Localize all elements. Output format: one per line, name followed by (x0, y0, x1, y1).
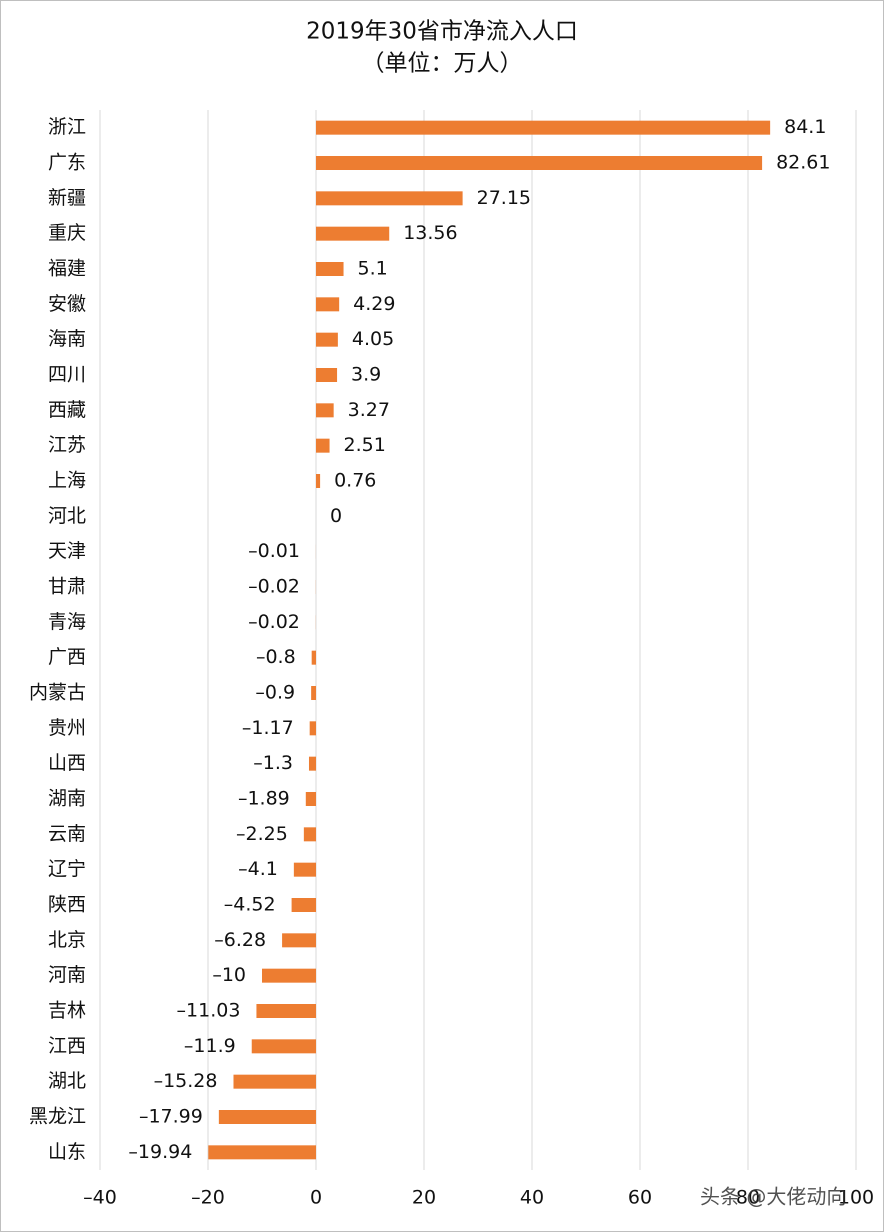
chart-title: 2019年30省市净流入人口 (306, 19, 578, 45)
y-tick-label: 浙江 (48, 116, 86, 138)
value-label: –1.17 (242, 717, 294, 739)
value-label: –6.28 (214, 929, 266, 951)
value-label: 84.1 (784, 116, 826, 138)
bar (208, 1145, 316, 1160)
y-tick-label: 福建 (48, 258, 86, 280)
bar (316, 226, 390, 241)
y-tick-label: 河北 (48, 505, 86, 527)
bar (316, 297, 340, 312)
y-tick-label: 云南 (48, 823, 86, 845)
y-tick-label: 吉林 (48, 1000, 86, 1022)
value-label: 4.05 (352, 328, 394, 350)
bar (291, 898, 316, 912)
value-label: –4.1 (238, 858, 278, 880)
y-tick-label: 新疆 (48, 187, 86, 209)
y-tick-label: 四川 (48, 364, 86, 386)
value-label: –17.99 (139, 1106, 203, 1128)
y-tick-label: 广西 (48, 646, 86, 668)
y-tick-label: 河南 (48, 964, 86, 986)
bar (256, 1004, 316, 1018)
y-tick-label: 西藏 (48, 399, 86, 421)
value-label: 2.51 (344, 434, 386, 456)
y-tick-label: 海南 (48, 328, 86, 350)
bar (316, 474, 321, 488)
bar (316, 332, 338, 347)
value-label: –10 (212, 964, 246, 986)
bar (316, 191, 463, 206)
value-label: –11.03 (177, 1000, 241, 1022)
value-label: 4.29 (353, 293, 395, 315)
bar (262, 968, 316, 983)
x-tick-label: 0 (310, 1187, 322, 1209)
bar (303, 827, 316, 842)
bar (218, 1110, 316, 1124)
value-label: –0.9 (255, 682, 295, 704)
bar (311, 686, 316, 700)
value-label: –0.02 (248, 576, 300, 598)
value-label: –0.8 (256, 646, 296, 668)
bar (316, 403, 334, 418)
y-tick-label: 黑龙江 (29, 1106, 86, 1128)
y-tick-label: 辽宁 (48, 858, 86, 880)
bar (305, 792, 316, 806)
x-tick-label: –20 (191, 1187, 225, 1209)
bar (282, 933, 316, 948)
watermark: 头条 @大佬动向 (700, 1185, 846, 1209)
y-tick-label: 安徽 (48, 293, 86, 315)
x-tick-label: 40 (520, 1187, 544, 1209)
value-label: –1.3 (253, 752, 293, 774)
y-tick-label: 内蒙古 (29, 682, 86, 704)
value-label: 82.61 (776, 152, 830, 174)
value-label: –2.25 (236, 823, 288, 845)
y-tick-label: 江苏 (48, 434, 86, 456)
y-tick-label: 山西 (48, 752, 86, 774)
value-label: 0.76 (334, 470, 376, 492)
bar (316, 368, 338, 382)
value-label: 3.27 (348, 399, 390, 421)
x-tick-label: 80 (736, 1187, 760, 1209)
bar (316, 262, 344, 276)
x-tick-label: 20 (412, 1187, 436, 1209)
value-label: –19.94 (128, 1141, 192, 1163)
y-tick-label: 贵州 (48, 717, 86, 739)
y-tick-label: 山东 (48, 1141, 86, 1163)
value-label: 5.1 (358, 258, 388, 280)
value-label: –15.28 (154, 1070, 218, 1092)
bar (251, 1039, 316, 1054)
y-tick-label: 陕西 (48, 894, 86, 916)
x-tick-label: –40 (83, 1187, 117, 1209)
y-tick-label: 江西 (48, 1035, 86, 1057)
value-label: 13.56 (403, 222, 457, 244)
y-tick-label: 湖南 (48, 788, 86, 810)
y-tick-label: 上海 (48, 470, 86, 492)
chart-subtitle: （单位：万人） (362, 51, 523, 77)
value-label: –4.52 (224, 894, 276, 916)
y-tick-label: 重庆 (48, 222, 86, 244)
value-label: 27.15 (477, 187, 531, 209)
y-tick-label: 天津 (48, 540, 86, 562)
bar (233, 1074, 316, 1089)
bar (293, 862, 316, 877)
value-label: –0.02 (248, 611, 300, 633)
y-tick-label: 湖北 (48, 1070, 86, 1092)
x-tick-label: 60 (628, 1187, 652, 1209)
y-tick-label: 北京 (48, 929, 86, 951)
value-label: 0 (330, 505, 342, 527)
x-tick-label: 100 (838, 1187, 874, 1209)
value-label: –0.01 (248, 540, 300, 562)
bar (308, 756, 316, 771)
bar (316, 120, 771, 135)
bar (316, 156, 763, 170)
value-label: –11.9 (184, 1035, 236, 1057)
bar (311, 650, 316, 665)
y-tick-label: 甘肃 (48, 576, 86, 598)
bar (316, 438, 330, 453)
y-tick-label: 青海 (48, 611, 86, 633)
value-label: 3.9 (351, 364, 381, 386)
value-label: –1.89 (238, 788, 290, 810)
y-tick-label: 广东 (48, 152, 86, 174)
bar (309, 721, 316, 736)
